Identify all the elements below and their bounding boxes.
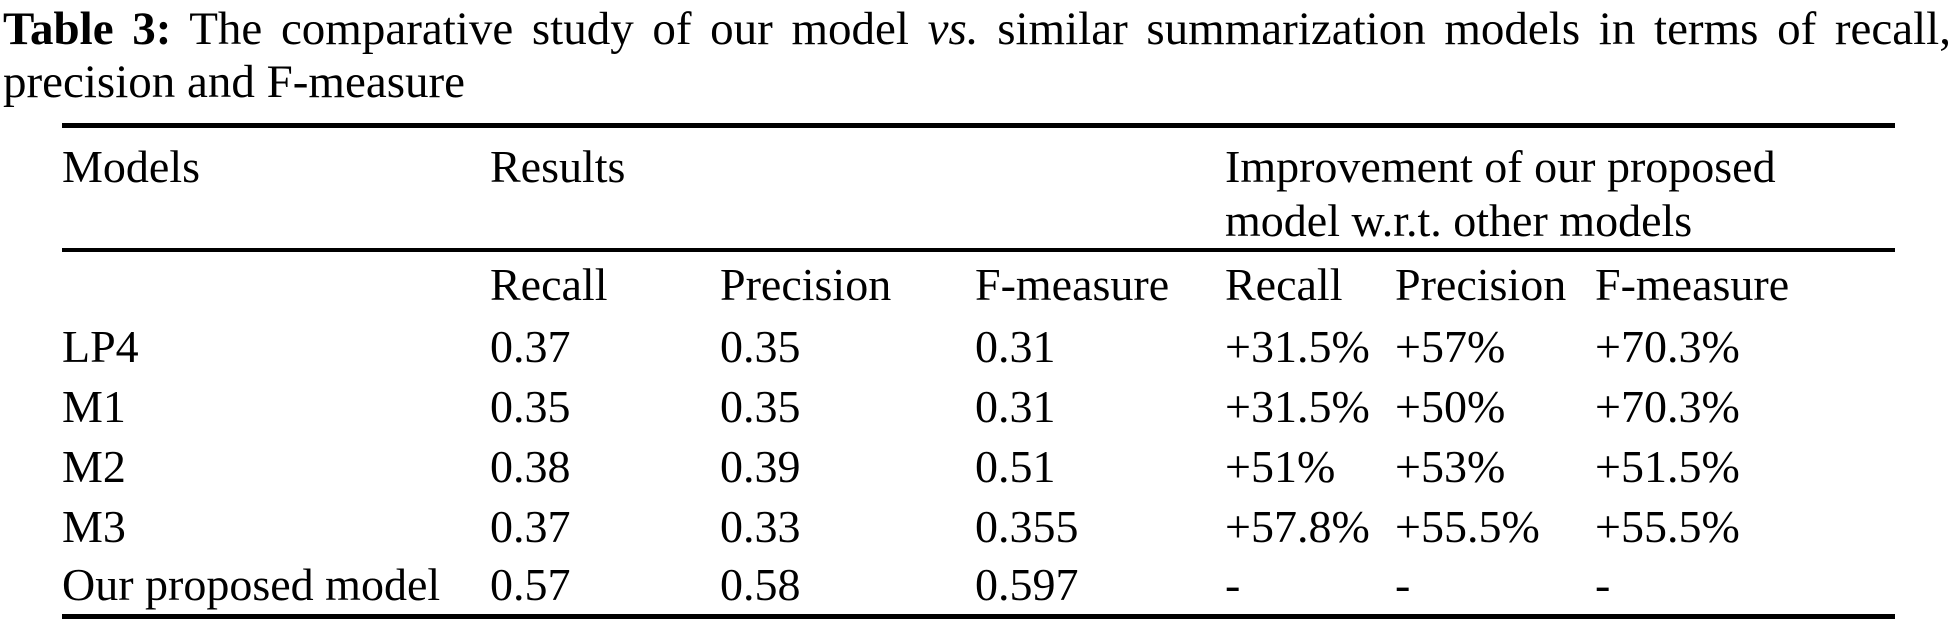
table-caption-line2: precision and F-measure	[3, 56, 466, 108]
header-improvement: Improvement of our proposed model w.r.t.…	[1225, 125, 1895, 252]
cell-precision: 0.35	[720, 380, 801, 432]
cell-f-measure: 0.31	[975, 320, 1056, 372]
cell-improvement-f-measure: +51.5%	[1595, 440, 1740, 492]
table-subheader-row: Recall Precision F-measure Recall Precis…	[62, 250, 1895, 316]
cell-f-measure: 0.355	[975, 500, 1079, 552]
cell-improvement-f-measure: -	[1595, 559, 1611, 611]
subheader-empty-cell	[62, 250, 490, 316]
cell-improvement-f-measure: +55.5%	[1595, 500, 1740, 552]
cell-model-name: M2	[62, 440, 126, 492]
table-row-lp4: LP4 0.37 0.35 0.31 +31.5% +57% +70.3%	[62, 316, 1895, 376]
subheader-improvement-precision: Precision	[1395, 259, 1567, 310]
cell-f-measure: 0.51	[975, 440, 1056, 492]
table-row-our-proposed-model: Our proposed model 0.57 0.58 0.597 - - -	[62, 556, 1895, 616]
subheader-results-f-measure: F-measure	[975, 259, 1170, 310]
cell-model-name: LP4	[62, 320, 139, 372]
cell-improvement-recall: +31.5%	[1225, 380, 1370, 432]
cell-precision: 0.33	[720, 500, 801, 552]
cell-improvement-recall: +51%	[1225, 440, 1336, 492]
table-caption: Table 3: The comparative study of our mo…	[3, 3, 1951, 109]
table-caption-line1: Table 3: The comparative study of our mo…	[3, 3, 1951, 56]
cell-improvement-f-measure: +70.3%	[1595, 320, 1740, 372]
caption-text-start: The comparative study of our model	[171, 3, 928, 55]
cell-model-name: Our proposed model	[62, 559, 441, 611]
cell-precision: 0.58	[720, 559, 801, 611]
cell-recall: 0.57	[490, 559, 571, 611]
table-group-header-row: Models Results Improvement of our propos…	[62, 125, 1895, 252]
cell-precision: 0.39	[720, 440, 801, 492]
cell-improvement-precision: -	[1395, 559, 1411, 611]
table-row-m3: M3 0.37 0.33 0.355 +57.8% +55.5% +55.5%	[62, 496, 1895, 556]
cell-recall: 0.37	[490, 500, 571, 552]
cell-recall: 0.35	[490, 380, 571, 432]
caption-text-rest: similar summarization models in terms of…	[978, 3, 1951, 55]
cell-model-name: M1	[62, 380, 126, 432]
cell-model-name: M3	[62, 500, 126, 552]
subheader-results-precision: Precision	[720, 259, 892, 310]
header-improvement-line2: model w.r.t. other models	[1225, 195, 1693, 246]
cell-improvement-f-measure: +70.3%	[1595, 380, 1740, 432]
cell-improvement-recall: +31.5%	[1225, 320, 1370, 372]
cell-f-measure: 0.31	[975, 380, 1056, 432]
cell-precision: 0.35	[720, 320, 801, 372]
cell-improvement-precision: +57%	[1395, 320, 1506, 372]
cell-recall: 0.37	[490, 320, 571, 372]
subheader-improvement-recall: Recall	[1225, 259, 1343, 310]
subheader-improvement-f-measure: F-measure	[1595, 259, 1790, 310]
table-row-m1: M1 0.35 0.35 0.31 +31.5% +50% +70.3%	[62, 376, 1895, 436]
cell-improvement-precision: +55.5%	[1395, 500, 1540, 552]
cell-improvement-recall: -	[1225, 559, 1241, 611]
comparative-results-table: Models Results Improvement of our propos…	[62, 123, 1895, 619]
header-models: Models	[62, 125, 490, 252]
cell-f-measure: 0.597	[975, 559, 1079, 611]
subheader-results-recall: Recall	[490, 259, 608, 310]
cell-recall: 0.38	[490, 440, 571, 492]
caption-vs-italic: vs.	[927, 3, 979, 55]
header-improvement-line1: Improvement of our proposed	[1225, 141, 1776, 192]
cell-improvement-recall: +57.8%	[1225, 500, 1370, 552]
cell-improvement-precision: +53%	[1395, 440, 1506, 492]
caption-table-label: Table 3:	[3, 3, 172, 55]
header-results: Results	[490, 125, 1225, 252]
table-row-m2: M2 0.38 0.39 0.51 +51% +53% +51.5%	[62, 436, 1895, 496]
cell-improvement-precision: +50%	[1395, 380, 1506, 432]
